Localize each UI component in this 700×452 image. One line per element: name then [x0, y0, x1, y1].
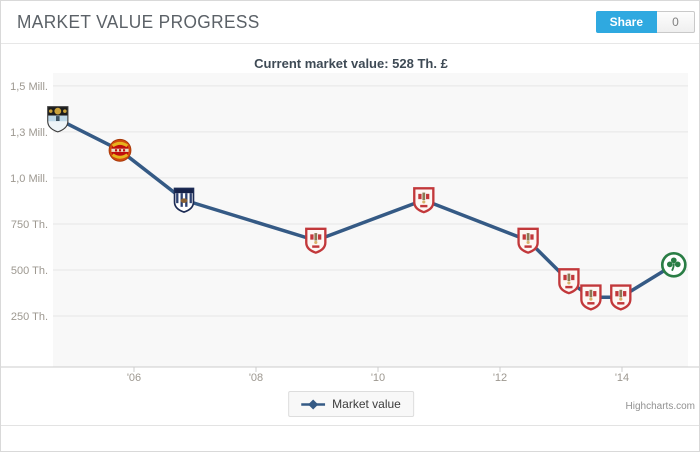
- share-widget: Share 0: [595, 11, 695, 33]
- y-axis-label: 1,3 Mill.: [10, 127, 48, 139]
- data-point-coventry-city-crest[interactable]: [47, 106, 69, 133]
- data-point-panathinaikos-crest[interactable]: [660, 251, 687, 278]
- chart-title: Current market value: 528 Th. £: [254, 56, 448, 71]
- x-axis-label: '12: [493, 372, 507, 384]
- share-count-badge: 0: [657, 11, 695, 33]
- data-point-barnsley-crest[interactable]: [413, 187, 435, 214]
- divider: [1, 425, 699, 426]
- line-diamond-marker-icon: [301, 399, 326, 409]
- chart-canvas[interactable]: 250 Th. 500 Th. 750 Th. 1,0 Mill. 1,3 Mill. 1…: [1, 44, 700, 425]
- x-axis-label: '08: [249, 372, 263, 384]
- market-value-line: [56, 117, 676, 299]
- data-point-barnsley-crest[interactable]: [580, 284, 602, 311]
- x-axis-label: '10: [371, 372, 385, 384]
- y-axis-label: 750 Th.: [11, 219, 48, 231]
- legend-label: Market value: [332, 397, 401, 411]
- header: MARKET VALUE PROGRESS Share 0: [1, 1, 699, 44]
- data-point-barnsley-crest[interactable]: [558, 268, 580, 295]
- data-point-west-bromwich-albion-crest[interactable]: [173, 187, 195, 213]
- data-point-manchester-united-crest[interactable]: [108, 138, 132, 162]
- y-axis-label: 1,5 Mill.: [10, 81, 48, 93]
- y-axis-label: 500 Th.: [11, 265, 48, 277]
- market-value-chart: Current market value: 528 Th. £ 250 Th. 5…: [1, 44, 700, 425]
- page-title: MARKET VALUE PROGRESS: [17, 12, 260, 32]
- data-point-barnsley-crest[interactable]: [305, 227, 327, 254]
- data-point-barnsley-crest[interactable]: [610, 284, 632, 311]
- data-point-barnsley-crest[interactable]: [517, 227, 539, 254]
- x-axis-label: '14: [615, 372, 629, 384]
- y-axis-label: 250 Th.: [11, 311, 48, 323]
- highcharts-credits-link[interactable]: Highcharts.com: [625, 401, 695, 412]
- legend-item-market-value[interactable]: Market value: [288, 391, 414, 417]
- y-axis-label: 1,0 Mill.: [10, 173, 48, 185]
- x-axis-label: '06: [127, 372, 141, 384]
- share-button[interactable]: Share: [595, 11, 657, 33]
